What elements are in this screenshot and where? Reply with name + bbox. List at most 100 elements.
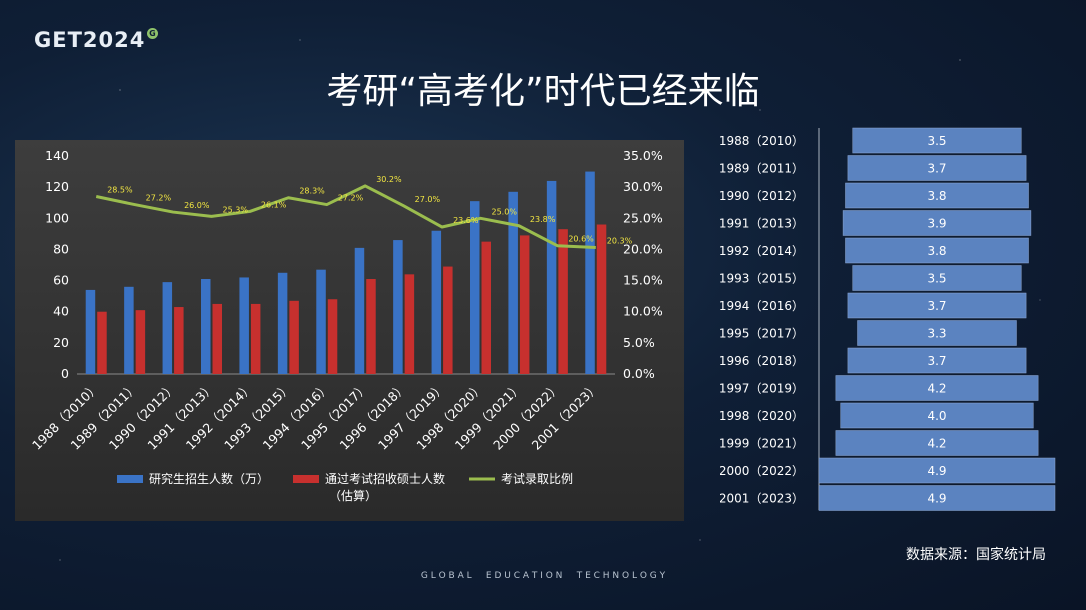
bar-enrolled <box>508 191 518 374</box>
ratio-category-label: 1991（2013） <box>720 217 804 231</box>
logo-text: GET2024 <box>34 28 146 52</box>
ratio-bar <box>845 237 1029 264</box>
y-right-tick-label: 25.0% <box>623 210 663 225</box>
logo-badge: G <box>147 28 159 39</box>
footer-tagline: G L O B A L E D U C A T I O N T E C H N … <box>420 571 666 581</box>
y-left-tick-label: 100 <box>45 210 69 225</box>
ratio-bar <box>845 182 1029 209</box>
ratio-bar-value: 4.0 <box>927 409 946 423</box>
ratio-bar <box>847 347 1027 374</box>
legend-label-exam-note: （估算） <box>329 488 377 503</box>
ratio-bar <box>818 485 1056 511</box>
bar-exam-admitted <box>519 235 530 374</box>
ratio-bar-value: 3.5 <box>927 272 946 286</box>
ratio-data-label: 26.1% <box>261 200 287 209</box>
bar-exam-admitted <box>212 303 222 374</box>
data-source: 数据来源：国家统计局 <box>906 547 1046 563</box>
ratio-data-label: 30.2% <box>376 175 402 184</box>
ratio-bar <box>847 155 1027 181</box>
x-tick-label: 1988（2010） <box>29 380 102 453</box>
bar-exam-admitted <box>596 224 607 374</box>
legend-swatch-enrolled <box>117 475 143 483</box>
ratio-bar-value: 4.9 <box>927 464 946 478</box>
bar-exam-admitted <box>481 241 491 374</box>
x-tick-label: 1998（2020） <box>413 380 486 453</box>
ratio-bar-value: 3.7 <box>927 162 946 176</box>
legend-label-enrolled: 研究生招生人数（万） <box>149 471 269 486</box>
logo: GET2024 G <box>34 28 159 52</box>
x-tick-label: 1994（2016） <box>260 380 333 453</box>
x-tick-label: 1992（2014） <box>183 380 256 453</box>
x-tick-label: 1990（2012） <box>106 380 179 453</box>
y-left-tick-label: 140 <box>45 148 69 163</box>
bar-enrolled <box>585 171 595 374</box>
ratio-data-label: 27.0% <box>415 195 441 204</box>
ratio-data-label: 27.2% <box>338 194 364 203</box>
ratio-bar-value: 4.9 <box>927 492 946 506</box>
legend-swatch-exam <box>293 475 319 483</box>
ratio-bar-value: 3.9 <box>927 217 946 231</box>
ratio-bar-value: 4.2 <box>927 437 946 451</box>
y-right-tick-label: 5.0% <box>623 335 655 350</box>
ratio-data-label: 25.3% <box>223 205 249 214</box>
ratio-data-label: 20.6% <box>568 235 594 244</box>
legend-label-ratio: 考试录取比例 <box>501 471 573 486</box>
ratio-line <box>95 184 596 250</box>
bar-enrolled <box>124 286 134 374</box>
x-tick-label: 1996（2018） <box>336 380 409 453</box>
bar-enrolled <box>162 282 173 374</box>
ratio-category-label: 1988（2010） <box>720 134 804 148</box>
bar-exam-admitted <box>327 299 338 374</box>
ratio-bar-value: 4.2 <box>927 382 946 396</box>
bar-enrolled <box>201 279 211 374</box>
combo-chart: 0 20 40 60 80 100 120 140 0.0% 5.0% 10.0% 15.0% 20.0… <box>29 148 663 503</box>
ratio-bar <box>842 210 1032 236</box>
ratio-data-label: 28.5% <box>107 185 133 194</box>
bar-enrolled <box>393 240 403 374</box>
y-right-tick-label: 30.0% <box>623 179 663 194</box>
y-left-tick-label: 40 <box>53 304 69 319</box>
bar-enrolled <box>239 277 249 374</box>
ratio-bar <box>840 402 1034 429</box>
x-tick-label: 2001（2023） <box>529 380 602 453</box>
y-right-tick-label: 35.0% <box>623 148 663 163</box>
bar-exam-admitted <box>174 307 184 374</box>
ratio-data-label: 28.3% <box>299 187 325 196</box>
ratio-bar-value: 3.7 <box>927 299 946 313</box>
bar-exam-admitted <box>97 311 107 374</box>
x-tick-label: 1991（2013） <box>144 380 217 453</box>
ratio-bar-value: 3.5 <box>927 134 946 148</box>
ratio-category-label: 1995（2017） <box>720 327 804 341</box>
ratio-bar-value: 3.8 <box>927 189 946 203</box>
ratio-bar <box>818 457 1056 484</box>
ratio-data-label: 23.8% <box>530 215 556 224</box>
ratio-chart-panel: 3.5 1988（2010） 3.7 1989（2011） 3.8 1990（2012） 3… <box>719 126 1065 516</box>
x-tick-label: 1999（2021） <box>452 380 525 453</box>
ratio-bar-value: 3.7 <box>927 354 946 368</box>
y-left-tick-label: 80 <box>53 241 69 256</box>
ratio-category-label: 1993（2015） <box>720 272 804 286</box>
ratio-category-label: 1989（2011） <box>720 162 804 176</box>
bar-exam-admitted <box>404 274 415 374</box>
ratio-category-label: 1998（2020） <box>720 409 804 423</box>
bar-exam-admitted <box>443 266 453 374</box>
ratio-data-label: 26.0% <box>184 201 210 210</box>
y-left-tick-label: 60 <box>53 273 69 288</box>
ratio-bar-value: 3.3 <box>927 327 946 341</box>
ratio-bar <box>857 320 1017 346</box>
x-tick-label: 1997（2019） <box>375 380 448 453</box>
ratio-category-label: 1997（2019） <box>720 382 804 396</box>
page-title: 考研“高考化”时代已经来临 <box>326 71 760 112</box>
x-tick-label: 1995（2017） <box>298 380 371 453</box>
bar-exam-admitted <box>289 300 299 374</box>
bar-enrolled <box>354 247 365 374</box>
ratio-category-label: 2001（2023） <box>720 492 804 506</box>
y-left-tick-label: 0 <box>61 366 69 381</box>
ratio-category-label: 2000（2022） <box>720 464 804 478</box>
bar-enrolled <box>546 180 557 374</box>
ratio-category-label: 1999（2021） <box>720 437 804 451</box>
ratio-data-label: 25.0% <box>492 207 518 216</box>
ratio-category-label: 1992（2014） <box>720 244 804 258</box>
bar-exam-admitted <box>366 279 376 374</box>
ratio-data-label: 20.3% <box>607 237 633 246</box>
